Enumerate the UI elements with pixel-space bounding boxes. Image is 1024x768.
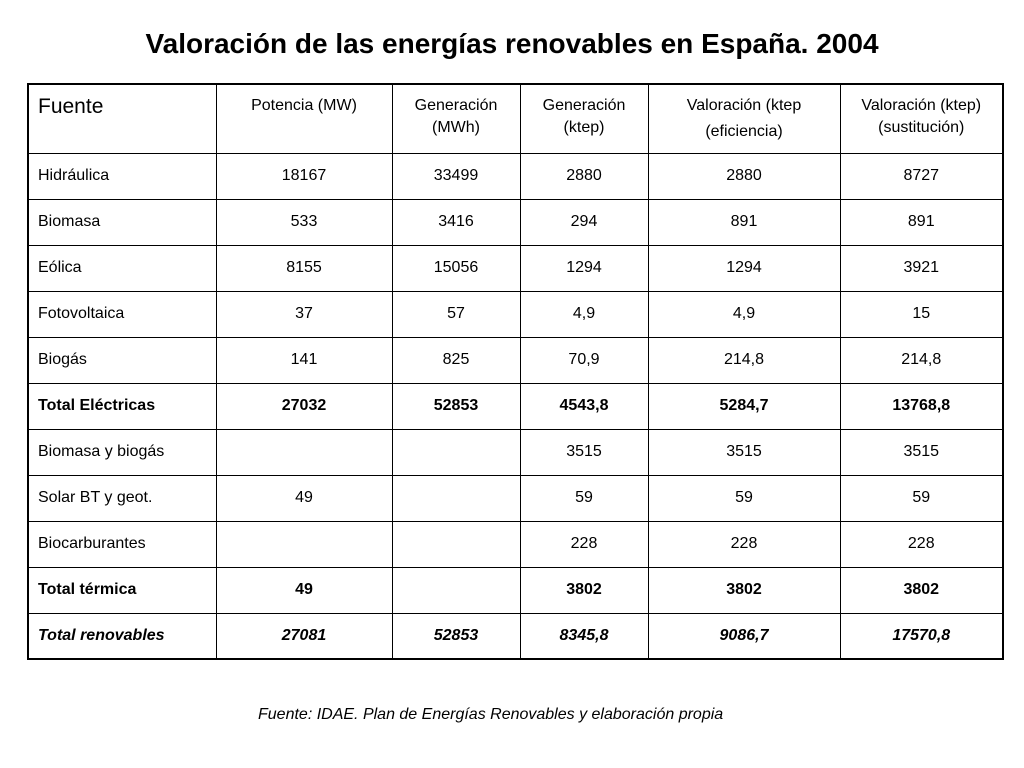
cell-valoracion-eficiencia: 1294 <box>647 244 841 292</box>
cell-valoracion-eficiencia: 214,8 <box>647 336 841 384</box>
cell-generacion-ktep: 294 <box>519 198 649 246</box>
cell-potencia: 27081 <box>215 612 393 660</box>
cell-valoracion-eficiencia: 3515 <box>647 428 841 476</box>
cell-valoracion-eficiencia: 59 <box>647 474 841 522</box>
header-valoracion-sustitucion: Valoración (ktep) (sustitución) <box>839 83 1004 154</box>
cell-fuente: Total renovables <box>27 612 217 660</box>
cell-fuente: Hidráulica <box>27 152 217 200</box>
cell-generacion-mwh <box>391 474 521 522</box>
cell-valoracion-sustitucion: 891 <box>839 198 1004 246</box>
header-valoracion-eficiencia-line1: Valoración (ktep <box>686 97 802 114</box>
cell-valoracion-sustitucion: 3515 <box>839 428 1004 476</box>
cell-fuente: Biogás <box>27 336 217 384</box>
table-row-total-termica: Total térmica 49 3802 3802 3802 <box>27 566 1004 614</box>
cell-generacion-mwh: 15056 <box>391 244 521 292</box>
cell-potencia <box>215 520 393 568</box>
cell-valoracion-eficiencia: 891 <box>647 198 841 246</box>
cell-valoracion-sustitucion: 17570,8 <box>839 612 1004 660</box>
header-generacion-mwh-line2: (MWh) <box>432 119 480 136</box>
cell-potencia: 27032 <box>215 382 393 430</box>
cell-valoracion-sustitucion: 3802 <box>839 566 1004 614</box>
cell-generacion-ktep: 1294 <box>519 244 649 292</box>
cell-generacion-ktep: 228 <box>519 520 649 568</box>
header-generacion-ktep-line1: Generación <box>542 97 626 114</box>
cell-generacion-ktep: 3515 <box>519 428 649 476</box>
cell-generacion-mwh: 52853 <box>391 612 521 660</box>
table-row: Eólica 8155 15056 1294 1294 3921 <box>27 244 1004 292</box>
renewables-table: Fuente Potencia (MW) Generación (MWh) Gen… <box>27 83 1004 660</box>
table-row-total-electricas: Total Eléctricas 27032 52853 4543,8 5284… <box>27 382 1004 430</box>
cell-generacion-ktep: 59 <box>519 474 649 522</box>
table-row: Biocarburantes 228 228 228 <box>27 520 1004 568</box>
table-header-row: Fuente Potencia (MW) Generación (MWh) Gen… <box>27 83 1004 154</box>
cell-potencia: 8155 <box>215 244 393 292</box>
header-fuente: Fuente <box>27 83 217 154</box>
cell-generacion-ktep: 4,9 <box>519 290 649 338</box>
cell-fuente: Biomasa <box>27 198 217 246</box>
cell-valoracion-sustitucion: 228 <box>839 520 1004 568</box>
header-valoracion-eficiencia-line2: (eficiencia) <box>705 123 783 140</box>
cell-generacion-ktep: 4543,8 <box>519 382 649 430</box>
cell-generacion-mwh <box>391 428 521 476</box>
cell-generacion-ktep: 3802 <box>519 566 649 614</box>
header-valoracion-eficiencia: Valoración (ktep (eficiencia) <box>647 83 841 154</box>
cell-fuente: Fotovoltaica <box>27 290 217 338</box>
cell-valoracion-eficiencia: 2880 <box>647 152 841 200</box>
cell-valoracion-eficiencia: 5284,7 <box>647 382 841 430</box>
cell-generacion-mwh <box>391 566 521 614</box>
cell-valoracion-eficiencia: 3802 <box>647 566 841 614</box>
cell-fuente: Total Eléctricas <box>27 382 217 430</box>
cell-valoracion-eficiencia: 9086,7 <box>647 612 841 660</box>
cell-generacion-mwh: 52853 <box>391 382 521 430</box>
cell-fuente: Biomasa y biogás <box>27 428 217 476</box>
table-row-total-renovables: Total renovables 27081 52853 8345,8 9086… <box>27 612 1004 660</box>
table-row: Solar BT y geot. 49 59 59 59 <box>27 474 1004 522</box>
table-row: Biomasa y biogás 3515 3515 3515 <box>27 428 1004 476</box>
cell-potencia: 533 <box>215 198 393 246</box>
header-valoracion-sustitucion-line2: (sustitución) <box>878 119 965 136</box>
header-generacion-mwh-line1: Generación <box>414 97 498 114</box>
table-row: Biomasa 533 3416 294 891 891 <box>27 198 1004 246</box>
cell-valoracion-sustitucion: 8727 <box>839 152 1004 200</box>
cell-valoracion-eficiencia: 228 <box>647 520 841 568</box>
cell-generacion-mwh: 3416 <box>391 198 521 246</box>
cell-valoracion-sustitucion: 214,8 <box>839 336 1004 384</box>
table-row: Biogás 141 825 70,9 214,8 214,8 <box>27 336 1004 384</box>
cell-valoracion-sustitucion: 13768,8 <box>839 382 1004 430</box>
table-row: Fotovoltaica 37 57 4,9 4,9 15 <box>27 290 1004 338</box>
cell-fuente: Solar BT y geot. <box>27 474 217 522</box>
cell-valoracion-sustitucion: 15 <box>839 290 1004 338</box>
cell-potencia: 49 <box>215 474 393 522</box>
cell-generacion-ktep: 2880 <box>519 152 649 200</box>
cell-generacion-ktep: 8345,8 <box>519 612 649 660</box>
cell-potencia <box>215 428 393 476</box>
header-generacion-ktep-line2: (ktep) <box>563 119 605 136</box>
cell-generacion-mwh: 825 <box>391 336 521 384</box>
source-note: Fuente: IDAE. Plan de Energías Renovable… <box>258 706 724 723</box>
cell-potencia: 49 <box>215 566 393 614</box>
header-potencia: Potencia (MW) <box>215 83 393 154</box>
cell-potencia: 37 <box>215 290 393 338</box>
cell-potencia: 141 <box>215 336 393 384</box>
cell-generacion-mwh: 33499 <box>391 152 521 200</box>
cell-generacion-mwh <box>391 520 521 568</box>
page-title: Valoración de las energías renovables en… <box>145 28 879 59</box>
cell-fuente: Total térmica <box>27 566 217 614</box>
cell-fuente: Eólica <box>27 244 217 292</box>
cell-fuente: Biocarburantes <box>27 520 217 568</box>
header-valoracion-sustitucion-line1: Valoración (ktep) <box>861 97 982 114</box>
cell-potencia: 18167 <box>215 152 393 200</box>
cell-valoracion-eficiencia: 4,9 <box>647 290 841 338</box>
cell-generacion-ktep: 70,9 <box>519 336 649 384</box>
table-row: Hidráulica 18167 33499 2880 2880 8727 <box>27 152 1004 200</box>
header-generacion-mwh: Generación (MWh) <box>391 83 521 154</box>
cell-generacion-mwh: 57 <box>391 290 521 338</box>
cell-valoracion-sustitucion: 59 <box>839 474 1004 522</box>
cell-valoracion-sustitucion: 3921 <box>839 244 1004 292</box>
header-generacion-ktep: Generación (ktep) <box>519 83 649 154</box>
